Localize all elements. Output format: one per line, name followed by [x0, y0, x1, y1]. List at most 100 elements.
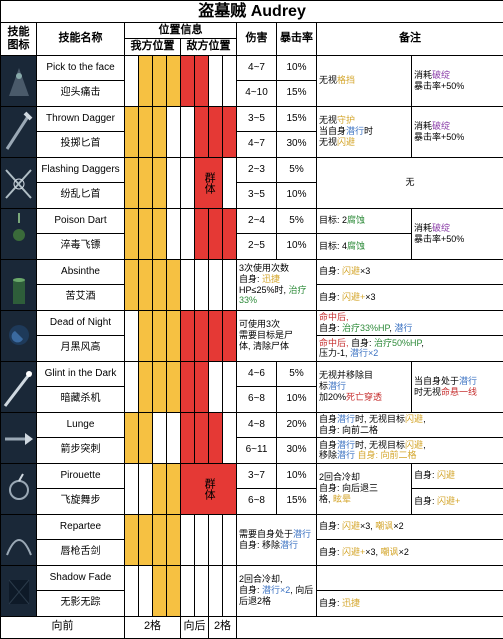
- enemy-pos-cell: [195, 55, 209, 106]
- self-pos-cell: [167, 514, 181, 565]
- skill-name-cn: 迎头痛击: [37, 81, 125, 107]
- skill-name-cn: 箭步突刺: [37, 438, 125, 464]
- self-pos-cell: [139, 514, 153, 565]
- skill-name-cn: 月黑风高: [37, 336, 125, 362]
- hdr-note: 备注: [317, 23, 503, 55]
- self-pos-cell: [139, 310, 153, 361]
- skill-table: 盗墓贼 Audrey 技能图标 技能名称 位置信息 伤害 暴击率 备注 我方位置…: [0, 0, 503, 639]
- skill-note-l: 无视并移除目标潜行加20%死亡穿透: [317, 361, 412, 412]
- self-pos-cell: [125, 208, 139, 259]
- skill-name-cn: 飞旋舞步: [37, 489, 125, 515]
- skill-name-en: Absinthe: [37, 259, 125, 285]
- dmg: 4~7: [237, 132, 277, 158]
- self-pos-cell: [167, 361, 181, 412]
- foot-backward-n: 2格: [209, 616, 237, 638]
- skill-icon: [1, 514, 37, 565]
- self-pos-cell: [125, 157, 139, 208]
- enemy-pos-cell: [223, 361, 237, 412]
- enemy-pos-cell: [195, 310, 209, 361]
- skill-note-l: 无视守护当自身潜行时无视闪避: [317, 106, 412, 157]
- enemy-pos-cell: [195, 361, 209, 412]
- self-pos-cell: [139, 106, 153, 157]
- skill-icon: [1, 565, 37, 616]
- enemy-pos-cell: [181, 565, 195, 616]
- hdr-icon: 技能图标: [1, 23, 37, 55]
- skill-name-en: Dead of Night: [37, 310, 125, 336]
- self-pos-cell: [139, 361, 153, 412]
- self-pos-cell: [125, 412, 139, 463]
- foot-backward: 向后: [181, 616, 209, 638]
- self-pos-cell: [167, 157, 181, 208]
- enemy-pos-cell: [223, 55, 237, 106]
- self-pos-cell: [153, 259, 167, 310]
- skill-name-en: Repartee: [37, 514, 125, 540]
- self-pos-cell: [153, 565, 167, 616]
- self-pos-cell: [153, 463, 167, 514]
- enemy-pos-cell: [223, 208, 237, 259]
- self-pos-cell: [153, 412, 167, 463]
- skill-name-cn: 淬毒飞镖: [37, 234, 125, 260]
- enemy-pos-cell: [209, 310, 223, 361]
- skill-note: 自身: 闪避+×3, 嘲讽×2: [317, 540, 503, 566]
- enemy-pos-cell: [181, 106, 195, 157]
- skill-name-en: Pick to the face: [37, 55, 125, 81]
- dmg: 4~7: [237, 55, 277, 81]
- dmg: 2~5: [237, 234, 277, 260]
- self-pos-cell: [125, 463, 139, 514]
- skill-note: 自身潜行时, 无视目标闪避,自身: 向前二格: [317, 412, 503, 438]
- skill-name-en: Shadow Fade: [37, 565, 125, 591]
- self-pos-cell: [125, 106, 139, 157]
- enemy-pos-cell: [223, 106, 237, 157]
- enemy-pos-cell: [223, 514, 237, 565]
- enemy-pos-aoe: 群体: [181, 463, 237, 514]
- enemy-pos-cell: [209, 361, 223, 412]
- self-pos-cell: [167, 310, 181, 361]
- enemy-pos-cell: [209, 565, 223, 616]
- self-pos-cell: [153, 157, 167, 208]
- dmg: 6~8: [237, 489, 277, 515]
- self-pos-cell: [125, 565, 139, 616]
- skill-note: 无: [317, 157, 503, 208]
- skill-note-l: 无视格挡: [317, 55, 412, 106]
- skill-name-cn: 暗藏杀机: [37, 387, 125, 413]
- skill-desc: 需要自身处于潜行自身: 移除潜行: [237, 514, 317, 565]
- self-pos-cell: [153, 514, 167, 565]
- crit: 15%: [277, 81, 317, 107]
- skill-icon: [1, 55, 37, 106]
- crit: 30%: [277, 438, 317, 464]
- self-pos-cell: [125, 259, 139, 310]
- crit: 15%: [277, 489, 317, 515]
- enemy-pos-cell: [181, 259, 195, 310]
- dmg: 4~8: [237, 412, 277, 438]
- self-pos-cell: [153, 310, 167, 361]
- foot-forward-n: 2格: [125, 616, 181, 638]
- self-pos-cell: [167, 463, 181, 514]
- self-pos-cell: [153, 208, 167, 259]
- foot-blank: [237, 616, 503, 638]
- crit: 10%: [277, 463, 317, 489]
- self-pos-cell: [167, 565, 181, 616]
- enemy-pos-cell: [195, 106, 209, 157]
- skill-icon: [1, 361, 37, 412]
- skill-note-l: 目标: 4腐蚀: [317, 234, 412, 260]
- self-pos-cell: [139, 463, 153, 514]
- self-pos-cell: [139, 55, 153, 106]
- dmg: 2~3: [237, 157, 277, 183]
- self-pos-cell: [167, 106, 181, 157]
- skill-name-cn: 唇枪舌剑: [37, 540, 125, 566]
- enemy-pos-cell: [181, 514, 195, 565]
- self-pos-cell: [153, 55, 167, 106]
- skill-name-cn: 无影无踪: [37, 591, 125, 617]
- self-pos-cell: [125, 55, 139, 106]
- self-pos-cell: [125, 310, 139, 361]
- enemy-pos-cell: [209, 259, 223, 310]
- skill-note-l: 目标: 2腐蚀: [317, 208, 412, 234]
- self-pos-cell: [167, 208, 181, 259]
- skill-note-r: 消耗破绽暴击率+50%: [412, 55, 503, 106]
- self-pos-cell: [139, 565, 153, 616]
- hdr-enemypos: 敌方位置: [181, 39, 237, 55]
- self-pos-cell: [125, 361, 139, 412]
- skill-name-en: Lunge: [37, 412, 125, 438]
- skill-note: [317, 565, 503, 591]
- enemy-pos-cell: [181, 208, 195, 259]
